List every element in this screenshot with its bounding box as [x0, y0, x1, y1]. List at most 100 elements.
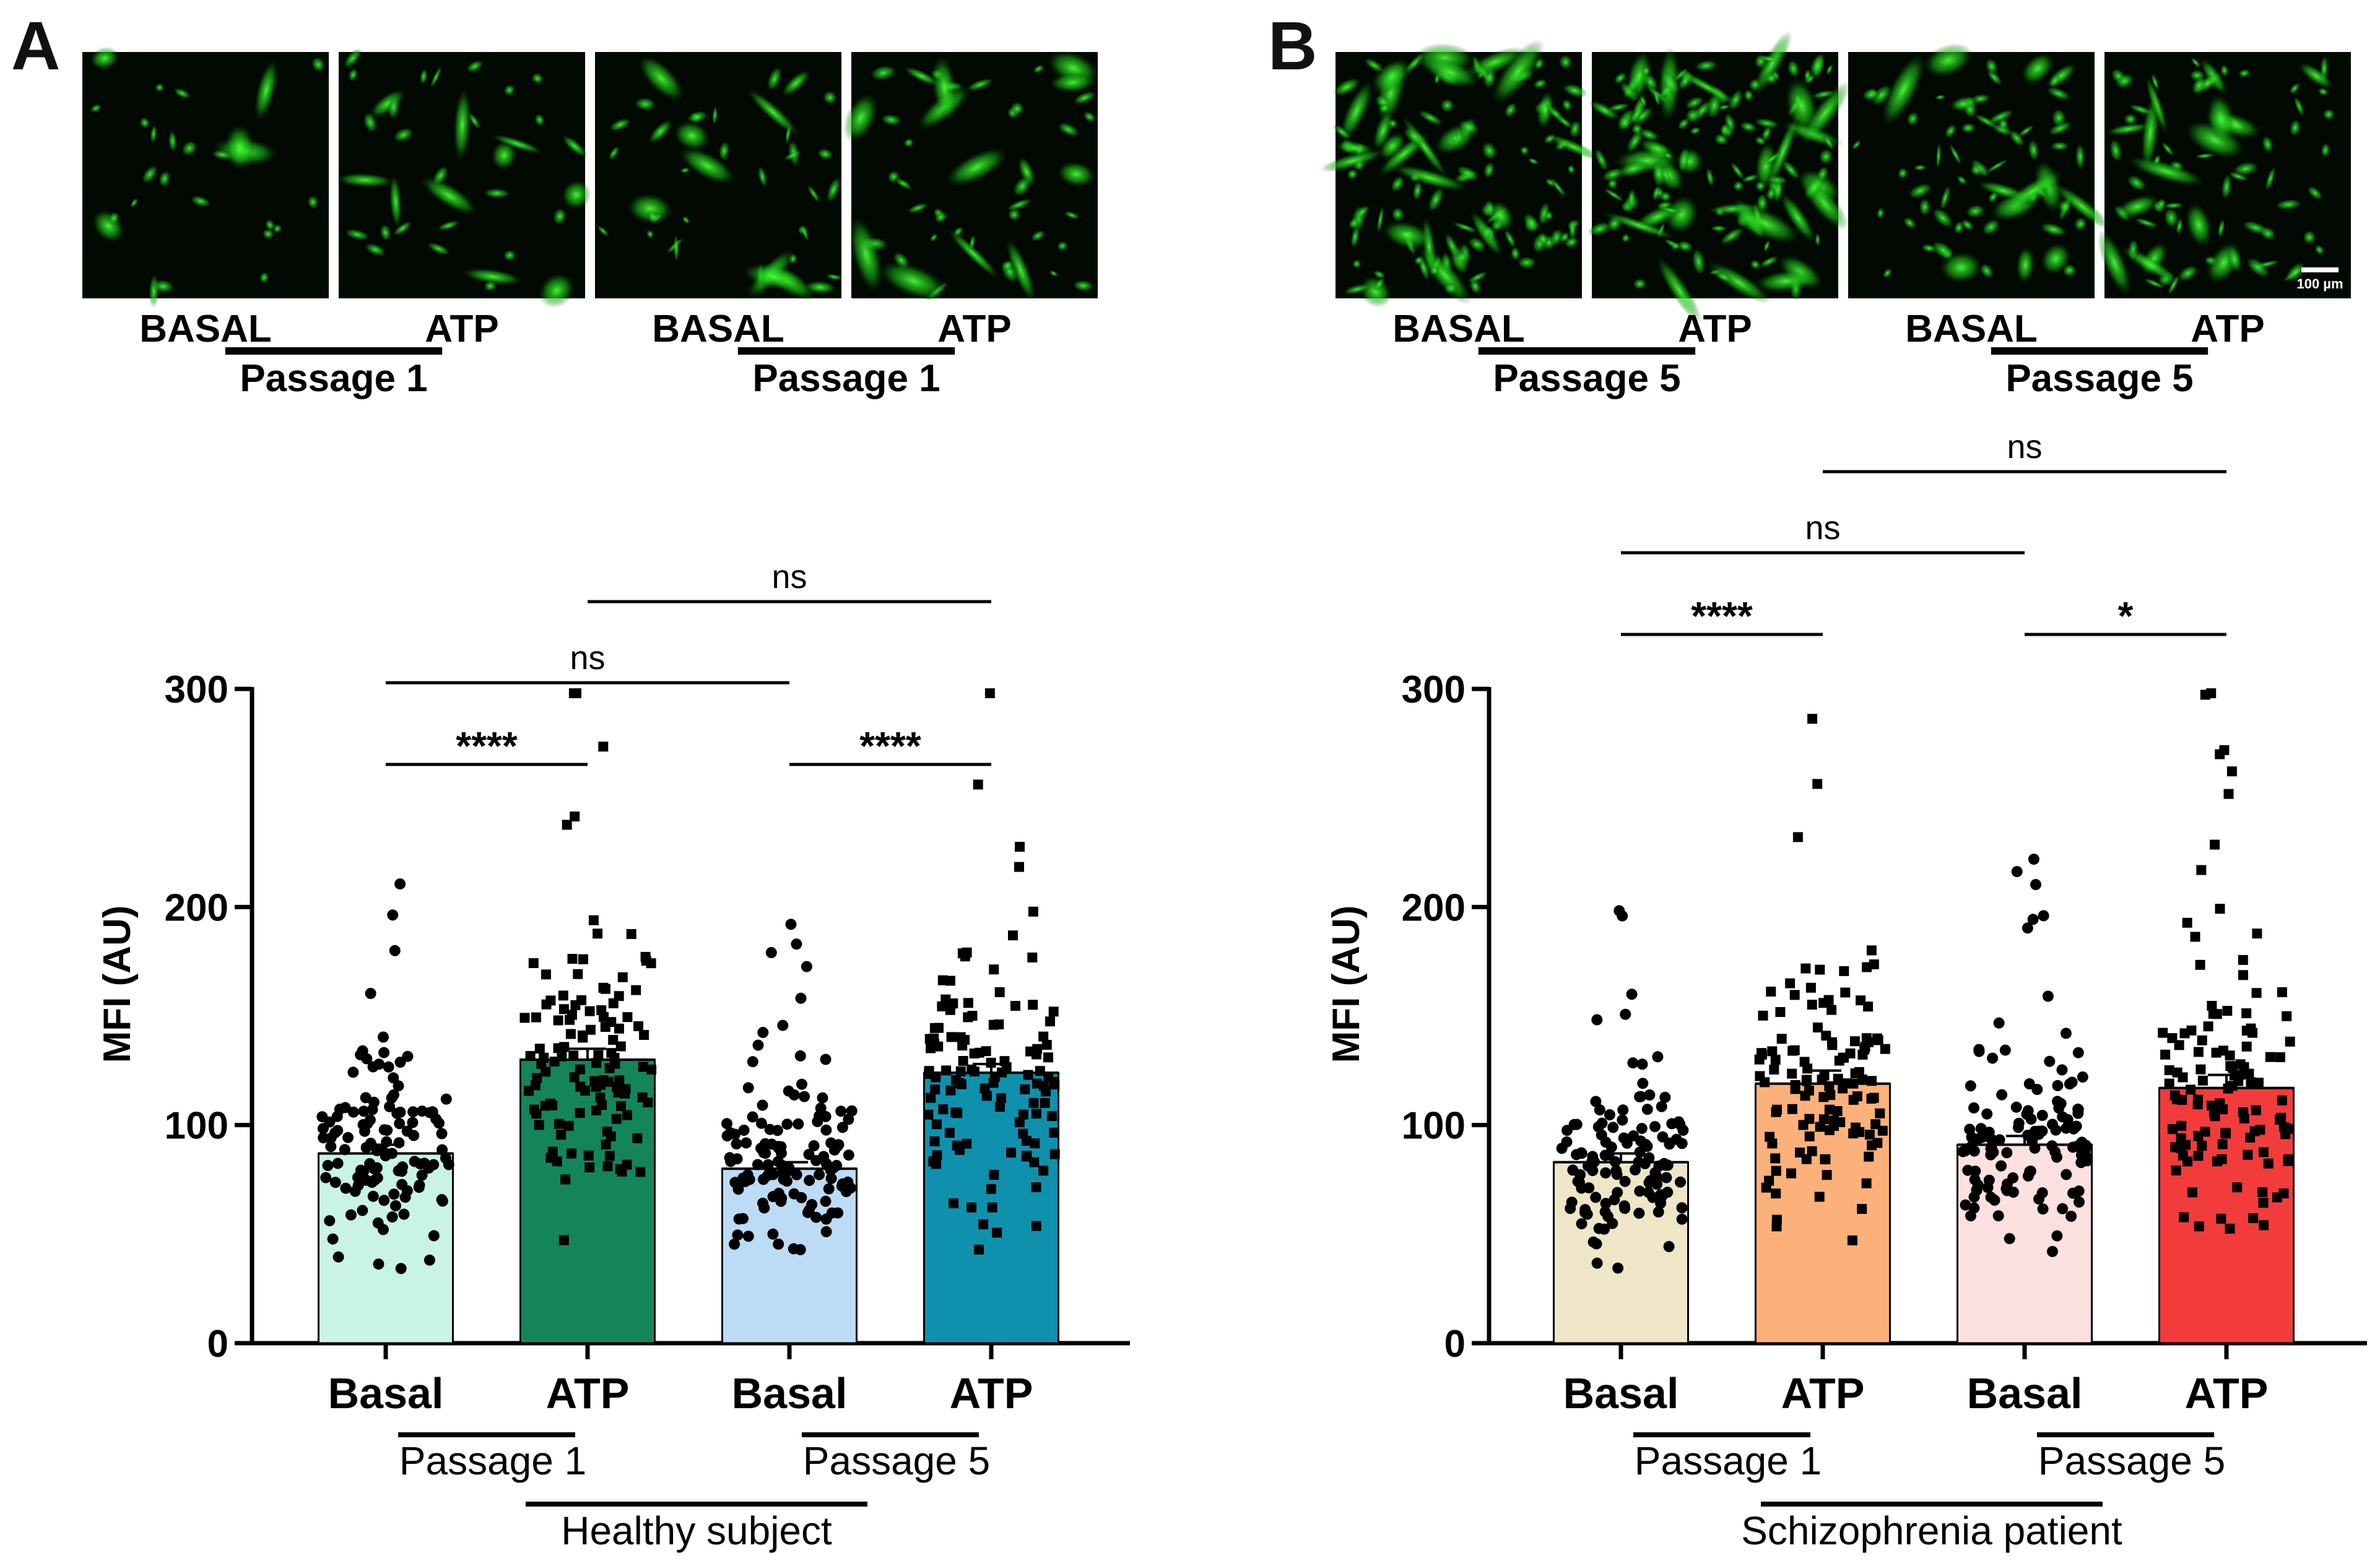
data-point	[332, 1157, 344, 1169]
cell-mark	[2246, 257, 2270, 278]
data-point	[740, 1137, 752, 1149]
data-point	[2007, 1172, 2019, 1183]
data-point	[602, 1127, 612, 1137]
data-point	[931, 1119, 942, 1130]
data-point	[2207, 1001, 2217, 1011]
data-point	[327, 1233, 339, 1245]
data-point	[1969, 1174, 1981, 1185]
data-point	[345, 1209, 357, 1221]
data-point	[414, 1179, 425, 1191]
data-point	[773, 1187, 784, 1199]
data-point	[1567, 1164, 1579, 1176]
cell-mark	[1492, 38, 1545, 105]
cell-mark	[1588, 222, 1612, 236]
cell-mark	[1072, 280, 1094, 292]
cell-mark	[2314, 244, 2325, 256]
data-point	[2164, 1065, 2174, 1075]
data-point	[2246, 1023, 2256, 1034]
data-point	[1792, 832, 1803, 842]
data-point	[1765, 1131, 1775, 1142]
data-point	[1643, 1187, 1654, 1198]
cell-mark	[2141, 94, 2160, 171]
data-point	[2070, 1120, 2082, 1132]
cell-mark	[1005, 238, 1036, 302]
data-point	[332, 1251, 344, 1263]
data-point	[846, 1105, 858, 1117]
cell-mark	[1517, 256, 1537, 269]
cell-mark	[1677, 240, 1693, 253]
cell-mark	[2285, 262, 2306, 282]
data-point	[519, 1013, 530, 1023]
data-point	[2278, 1122, 2289, 1133]
data-point	[1633, 1208, 1645, 1219]
data-point	[926, 1092, 936, 1103]
data-point	[979, 1083, 990, 1094]
data-point	[835, 1105, 847, 1117]
passage-label: Passage 1	[240, 357, 427, 400]
passage-label: Passage 5	[1493, 357, 1680, 400]
data-point	[2073, 1185, 2085, 1197]
data-point	[764, 1123, 776, 1135]
data-point	[364, 1114, 376, 1126]
cell-mark	[1453, 222, 1478, 233]
cell-mark	[880, 114, 902, 126]
cell-mark	[259, 272, 269, 283]
cell-mark	[1739, 121, 1757, 132]
data-point	[390, 1200, 401, 1211]
data-point	[974, 1244, 984, 1255]
data-point	[818, 1151, 830, 1162]
data-point	[729, 1239, 740, 1250]
cell-mark	[1483, 162, 1495, 179]
data-point	[1658, 1157, 1670, 1169]
data-point	[2232, 1182, 2243, 1193]
scale-bar	[2301, 267, 2339, 272]
cell-mark	[1773, 177, 1783, 203]
cell-mark	[2109, 139, 2122, 162]
cell-mark	[1961, 219, 1974, 231]
cell-mark	[680, 167, 690, 173]
cell-mark	[1418, 245, 1472, 305]
significance-label: ns	[771, 558, 807, 595]
data-point	[393, 1080, 404, 1092]
cell-mark	[152, 279, 175, 293]
cell-mark	[673, 234, 680, 262]
data-point	[384, 1101, 396, 1112]
data-point	[1985, 1192, 1997, 1203]
y-tick-label: 100	[165, 1105, 228, 1148]
cell-mark	[1932, 207, 1953, 228]
data-point	[1576, 1218, 1587, 1230]
cell-mark	[1985, 58, 1999, 75]
cell-mark	[1002, 260, 1014, 272]
cell-mark	[2018, 124, 2035, 137]
data-point	[1659, 1091, 1671, 1103]
cell-mark	[1418, 110, 1443, 126]
data-point	[832, 1207, 844, 1219]
cell-mark	[2321, 142, 2330, 158]
data-point	[1643, 1152, 1655, 1164]
data-point	[423, 1254, 435, 1266]
cell-mark	[1333, 124, 1352, 140]
data-point	[1975, 1123, 1987, 1135]
data-point	[2013, 1117, 2025, 1129]
cell-mark	[1049, 270, 1059, 277]
data-point	[553, 1015, 563, 1026]
data-point	[752, 1159, 763, 1170]
data-point	[534, 1044, 545, 1054]
data-point	[395, 1263, 407, 1274]
data-point	[1561, 1136, 1573, 1148]
data-point	[795, 992, 807, 1004]
cell-mark	[432, 165, 449, 186]
cell-mark	[646, 230, 654, 239]
data-point	[1020, 1084, 1030, 1094]
micrograph-label: BASAL	[139, 308, 272, 350]
cell-mark	[879, 261, 949, 301]
data-point	[573, 969, 583, 979]
data-point	[2203, 1021, 2213, 1032]
data-point	[2074, 1196, 2085, 1208]
data-point	[428, 1159, 440, 1170]
cell-mark	[2009, 129, 2025, 147]
data-point	[2030, 879, 2041, 891]
data-point	[2217, 1154, 2227, 1164]
cell-mark	[1374, 277, 1385, 292]
